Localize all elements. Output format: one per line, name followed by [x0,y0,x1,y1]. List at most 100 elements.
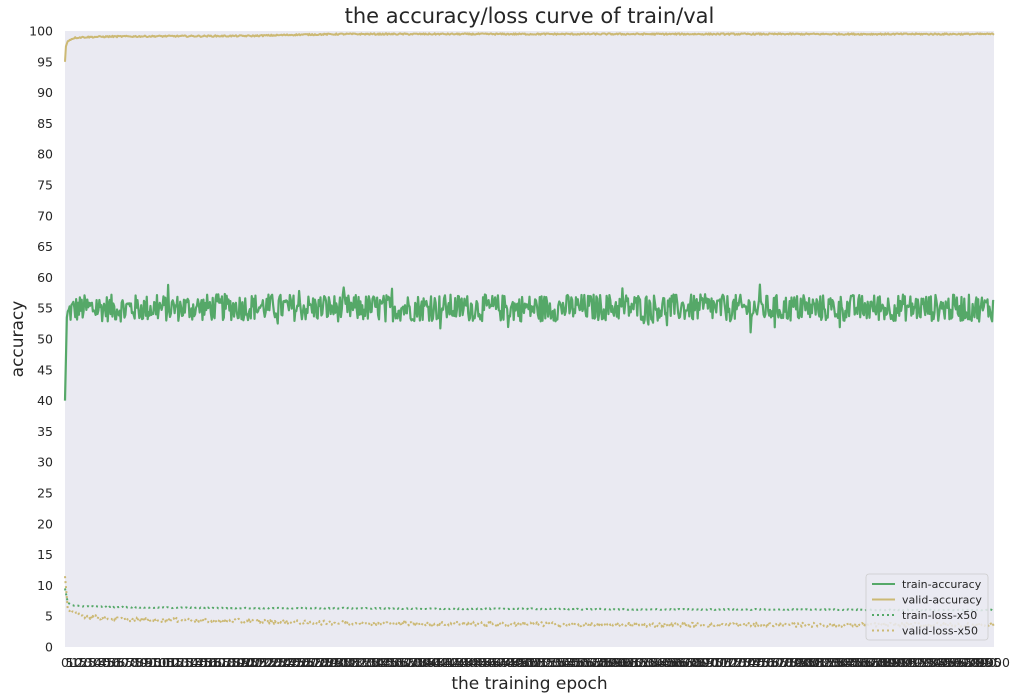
x-tick-label: 290 [322,655,346,670]
x-tick-label: 395 [420,655,444,670]
x-tick-label: 235 [271,655,295,670]
x-tick-label: 775 [773,655,797,670]
x-tick-label: 300 [332,655,356,670]
x-tick-label: 335 [364,655,388,670]
x-tick-label: 985 [968,655,992,670]
legend-label: train-loss-x50 [902,609,977,622]
plot-area [65,31,994,647]
x-tick-label: 590 [601,655,625,670]
x-tick-label: 855 [847,655,871,670]
x-tick-label: 990 [973,655,997,670]
x-tick-label: 450 [471,655,495,670]
x-tick-label: 665 [671,655,695,670]
legend-label: valid-accuracy [902,594,982,607]
x-tick-label: 240 [276,655,300,670]
x-tick-label: 95 [145,655,161,670]
x-tick-label: 125 [169,655,193,670]
x-tick-label: 460 [480,655,504,670]
x-tick-label: 175 [216,655,240,670]
x-tick-label: 580 [592,655,616,670]
x-tick-label: 220 [257,655,281,670]
x-tick-label: 805 [801,655,825,670]
y-tick-label: 0 [45,640,53,655]
x-tick-label: 935 [922,655,946,670]
x-tick-label: 1000 [978,655,1010,670]
x-tick-label: 360 [388,655,412,670]
x-tick-label: 720 [722,655,746,670]
x-tick-label: 370 [397,655,421,670]
x-tick-label: 815 [810,655,834,670]
x-tick-label: 570 [583,655,607,670]
x-tick-label: 480 [499,655,523,670]
x-tick-label: 595 [606,655,630,670]
x-tick-label: 65 [117,655,133,670]
x-tick-label: 505 [522,655,546,670]
x-tick-label: 295 [327,655,351,670]
x-tick-label: 685 [689,655,713,670]
chart-title: the accuracy/loss curve of train/val [345,4,715,28]
y-tick-label: 65 [37,239,53,254]
x-tick-label: 705 [708,655,732,670]
y-tick-label: 20 [37,516,53,531]
x-tick-label: 520 [536,655,560,670]
x-tick-label: 910 [898,655,922,670]
x-tick-label: 795 [792,655,816,670]
x-tick-label: 470 [490,655,514,670]
y-tick-label: 5 [45,609,53,624]
x-tick-label: 995 [977,655,1001,670]
x-tick-label: 745 [745,655,769,670]
x-tick-label: 350 [378,655,402,670]
x-tick-label: 330 [360,655,384,670]
x-tick-label: 375 [401,655,425,670]
x-tick-label: 880 [871,655,895,670]
x-tick-label: 145 [188,655,212,670]
x-tick-label: 975 [959,655,983,670]
x-tick-label: 90 [141,655,157,670]
x-tick-label: 575 [587,655,611,670]
x-tick-label: 85 [136,655,152,670]
x-tick-label: 680 [685,655,709,670]
y-tick-label: 60 [37,270,53,285]
x-tick-label: 475 [494,655,518,670]
x-tick-label: 400 [425,655,449,670]
x-tick-label: 620 [629,655,653,670]
x-tick-label: 485 [504,655,528,670]
x-tick-label: 100 [146,655,170,670]
x-tick-label: 440 [462,655,486,670]
y-tick-label: 15 [37,547,53,562]
x-tick-label: 710 [713,655,737,670]
x-tick-label: 105 [151,655,175,670]
x-tick-label: 445 [466,655,490,670]
x-tick-label: 755 [754,655,778,670]
x-tick-label: 885 [875,655,899,670]
x-tick-label: 365 [392,655,416,670]
y-tick-label: 90 [37,85,53,100]
x-tick-label: 255 [290,655,314,670]
x-tick-label: 410 [434,655,458,670]
x-tick-label: 50 [103,655,119,670]
x-tick-label: 735 [736,655,760,670]
y-tick-label: 35 [37,424,53,439]
series-layer [63,32,995,628]
x-tick-label: 70 [122,655,138,670]
x-tick-label: 135 [178,655,202,670]
x-tick-label: 540 [555,655,579,670]
y-tick-label: 75 [37,178,53,193]
x-tick-label: 560 [573,655,597,670]
x-tick-label: 740 [741,655,765,670]
x-tick-label: 675 [680,655,704,670]
x-tick-label: 260 [295,655,319,670]
x-tick-label: 950 [936,655,960,670]
x-tick-label: 190 [230,655,254,670]
x-tick-label: 785 [782,655,806,670]
x-tick-label: 425 [448,655,472,670]
x-tick-label: 695 [699,655,723,670]
x-tick-label: 660 [666,655,690,670]
y-tick-label: 95 [37,54,53,69]
x-tick-label: 80 [131,655,147,670]
x-tick-label: 550 [564,655,588,670]
y-tick-label: 55 [37,301,53,316]
x-tick-label: 270 [304,655,328,670]
x-tick-label: 285 [318,655,342,670]
x-tick-label: 830 [824,655,848,670]
